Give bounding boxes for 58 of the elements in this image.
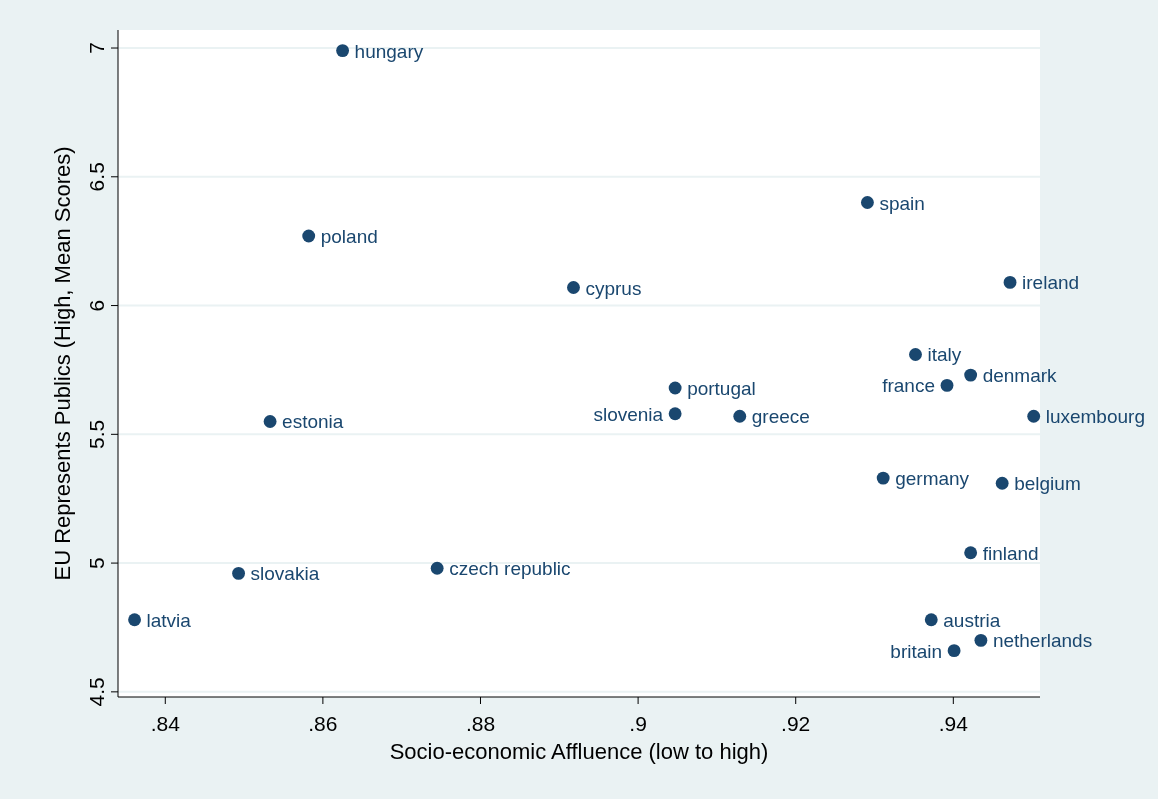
point (1027, 409, 1041, 423)
x-tick-label: .9 (629, 712, 647, 735)
annotation: poland (320, 226, 378, 248)
annotation: netherlands (992, 630, 1093, 652)
point (974, 633, 988, 647)
point (430, 561, 444, 575)
annotation: belgium (1014, 473, 1081, 495)
y-axis-title: EU Represents Publics (High, Mean Scores) (50, 146, 75, 581)
annotation: portugal (687, 377, 756, 399)
point (567, 281, 580, 294)
point (940, 378, 954, 392)
annotation: latvia (146, 609, 192, 631)
point (995, 476, 1009, 490)
point (964, 368, 978, 382)
annotation: finland (982, 542, 1039, 564)
annotation: austria (943, 609, 1001, 631)
y-tick-label: 4.5 (85, 677, 108, 707)
annotation: spain (879, 192, 925, 214)
point (964, 546, 978, 560)
x-axis-title: Socio-economic Affluence (low to high) (389, 739, 769, 764)
point (733, 409, 747, 423)
point (909, 348, 922, 361)
point (232, 566, 245, 580)
x-tick-label: .86 (308, 712, 338, 735)
y-tick-label: 7 (85, 42, 108, 54)
x-tick-label: .94 (938, 712, 969, 735)
annotation: estonia (282, 411, 344, 433)
y-tick-label: 6.5 (85, 162, 108, 192)
annotation: ireland (1022, 272, 1080, 294)
point (860, 196, 874, 209)
annotation: hungary (354, 40, 424, 62)
point (924, 613, 938, 627)
y-tick-label: 5 (85, 557, 108, 569)
y-tick-label: 5.5 (85, 419, 108, 449)
point (263, 415, 277, 428)
annotation: britain (890, 640, 943, 662)
point (1003, 275, 1017, 289)
point (668, 381, 682, 395)
point (128, 613, 141, 627)
annotation: greece (751, 406, 810, 428)
point (876, 471, 890, 485)
x-tick-label: .92 (781, 712, 811, 735)
annotation: slovakia (250, 563, 320, 585)
annotation: denmark (982, 365, 1058, 387)
annotation: cyprus (585, 277, 642, 299)
annotation: czech republic (449, 558, 571, 580)
point (336, 44, 350, 58)
x-tick-label: .84 (150, 712, 181, 735)
annotation: luxembourg (1045, 406, 1145, 428)
annotation: slovenia (593, 403, 664, 425)
annotation: italy (927, 344, 962, 366)
point (668, 407, 682, 421)
point (302, 229, 316, 243)
point (947, 644, 961, 658)
annotation: germany (895, 468, 970, 490)
annotation: france (882, 375, 936, 397)
x-tick-label: .88 (465, 712, 496, 735)
y-tick-label: 6 (85, 299, 108, 312)
